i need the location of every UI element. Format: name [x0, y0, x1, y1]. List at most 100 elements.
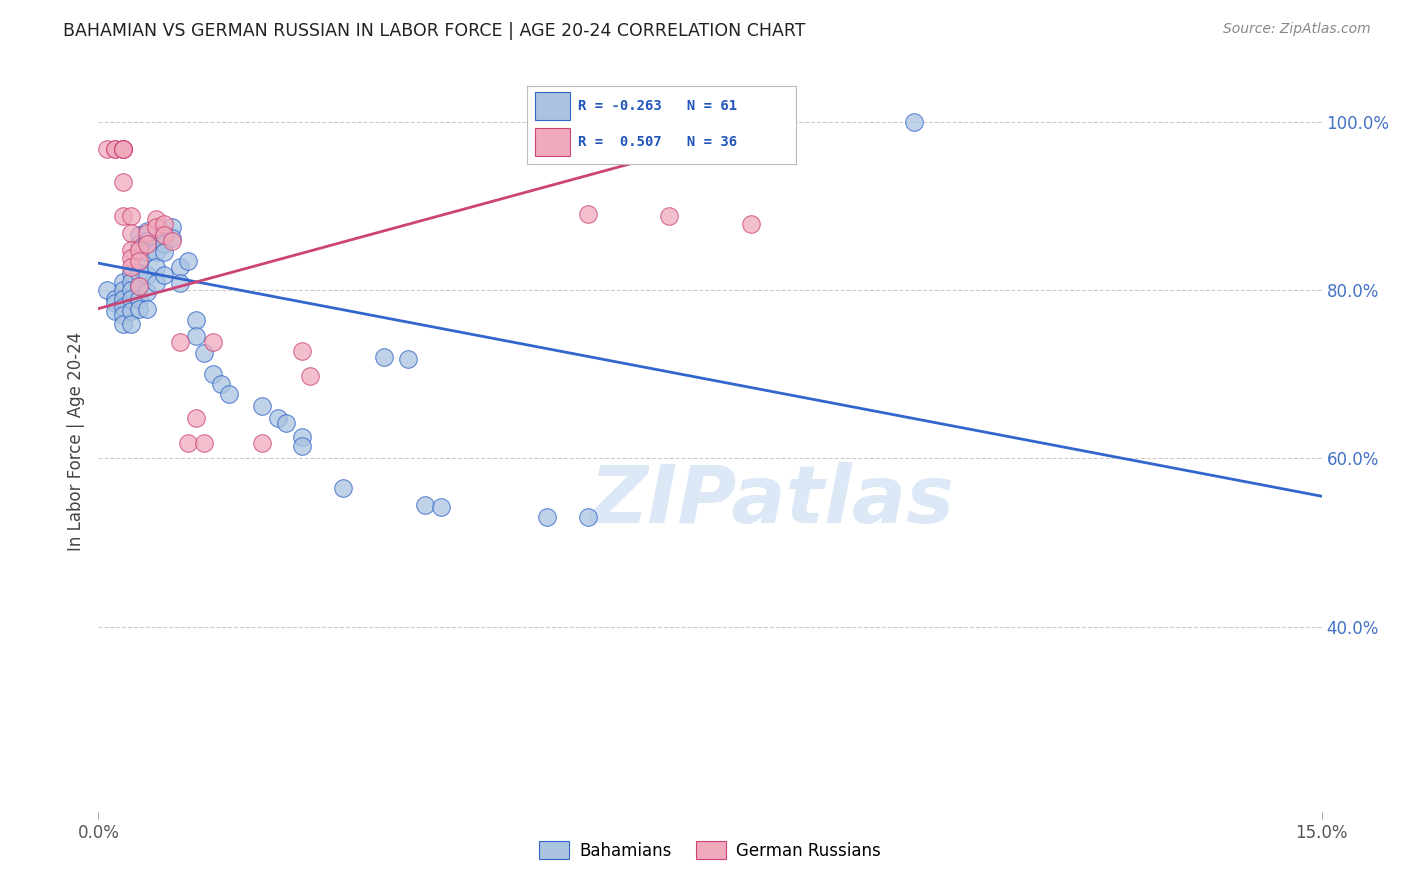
- Point: [104, 142, 127, 156]
- Point: [128, 301, 150, 316]
- Point: [169, 277, 191, 291]
- Point: [120, 209, 142, 223]
- Point: [145, 260, 167, 274]
- Point: [209, 377, 232, 392]
- Point: [536, 510, 558, 524]
- Point: [120, 292, 142, 306]
- Point: [104, 295, 127, 310]
- Point: [160, 219, 183, 234]
- Point: [104, 292, 127, 306]
- Text: BAHAMIAN VS GERMAN RUSSIAN IN LABOR FORCE | AGE 20-24 CORRELATION CHART: BAHAMIAN VS GERMAN RUSSIAN IN LABOR FORC…: [63, 22, 806, 40]
- Point: [120, 275, 142, 289]
- Point: [111, 300, 134, 314]
- Point: [145, 277, 167, 291]
- Point: [250, 436, 273, 450]
- Point: [169, 260, 191, 274]
- Point: [128, 228, 150, 243]
- Point: [111, 317, 134, 331]
- Point: [152, 268, 174, 282]
- Point: [120, 243, 142, 257]
- Point: [136, 268, 159, 282]
- Point: [177, 436, 200, 450]
- Point: [136, 245, 159, 260]
- Point: [136, 301, 159, 316]
- Point: [193, 436, 215, 450]
- Point: [104, 304, 127, 318]
- Point: [128, 292, 150, 306]
- Point: [120, 283, 142, 297]
- Point: [430, 500, 453, 515]
- Point: [160, 231, 183, 245]
- Point: [152, 228, 174, 243]
- Point: [186, 329, 208, 343]
- Point: [291, 430, 314, 444]
- Point: [120, 226, 142, 240]
- Point: [96, 283, 118, 297]
- Point: [186, 312, 208, 326]
- Point: [96, 142, 118, 156]
- Point: [128, 253, 150, 268]
- Point: [267, 411, 290, 425]
- Point: [111, 142, 134, 156]
- Point: [145, 211, 167, 226]
- Point: [120, 251, 142, 265]
- Point: [145, 235, 167, 249]
- Point: [740, 218, 762, 232]
- Point: [186, 411, 208, 425]
- Point: [160, 235, 183, 249]
- Point: [576, 510, 599, 524]
- Point: [145, 245, 167, 260]
- Point: [201, 368, 224, 382]
- Point: [111, 209, 134, 223]
- Point: [177, 253, 200, 268]
- Point: [111, 275, 134, 289]
- Point: [136, 224, 159, 238]
- Point: [291, 343, 314, 358]
- Point: [152, 226, 174, 240]
- Point: [111, 142, 134, 156]
- Point: [396, 352, 419, 367]
- Point: [658, 209, 681, 223]
- Point: [128, 236, 150, 251]
- Point: [218, 387, 240, 401]
- Point: [120, 304, 142, 318]
- Point: [111, 292, 134, 306]
- Point: [111, 309, 134, 323]
- Point: [413, 498, 436, 512]
- Text: Source: ZipAtlas.com: Source: ZipAtlas.com: [1223, 22, 1371, 37]
- Point: [299, 368, 322, 383]
- Point: [373, 351, 395, 365]
- Point: [576, 207, 599, 221]
- Legend: Bahamians, German Russians: Bahamians, German Russians: [533, 834, 887, 866]
- Point: [169, 335, 191, 350]
- Point: [136, 285, 159, 299]
- Y-axis label: In Labor Force | Age 20-24: In Labor Force | Age 20-24: [67, 332, 86, 551]
- Point: [152, 236, 174, 251]
- Point: [128, 279, 150, 293]
- Point: [332, 481, 354, 495]
- Point: [128, 279, 150, 293]
- Point: [128, 243, 150, 257]
- Point: [111, 142, 134, 156]
- Point: [136, 236, 159, 251]
- Point: [136, 226, 159, 240]
- Point: [152, 245, 174, 260]
- Point: [250, 399, 273, 413]
- Point: [111, 142, 134, 156]
- Point: [104, 142, 127, 156]
- Point: [152, 218, 174, 232]
- Point: [128, 266, 150, 280]
- Point: [291, 439, 314, 453]
- Text: ZIPatlas: ZIPatlas: [589, 462, 953, 540]
- Point: [120, 260, 142, 274]
- Point: [120, 266, 142, 280]
- Point: [128, 253, 150, 268]
- Point: [120, 317, 142, 331]
- Point: [193, 346, 215, 360]
- Point: [274, 416, 297, 430]
- Point: [111, 283, 134, 297]
- Point: [111, 175, 134, 190]
- Point: [136, 235, 159, 249]
- Point: [903, 115, 925, 129]
- Point: [201, 335, 224, 350]
